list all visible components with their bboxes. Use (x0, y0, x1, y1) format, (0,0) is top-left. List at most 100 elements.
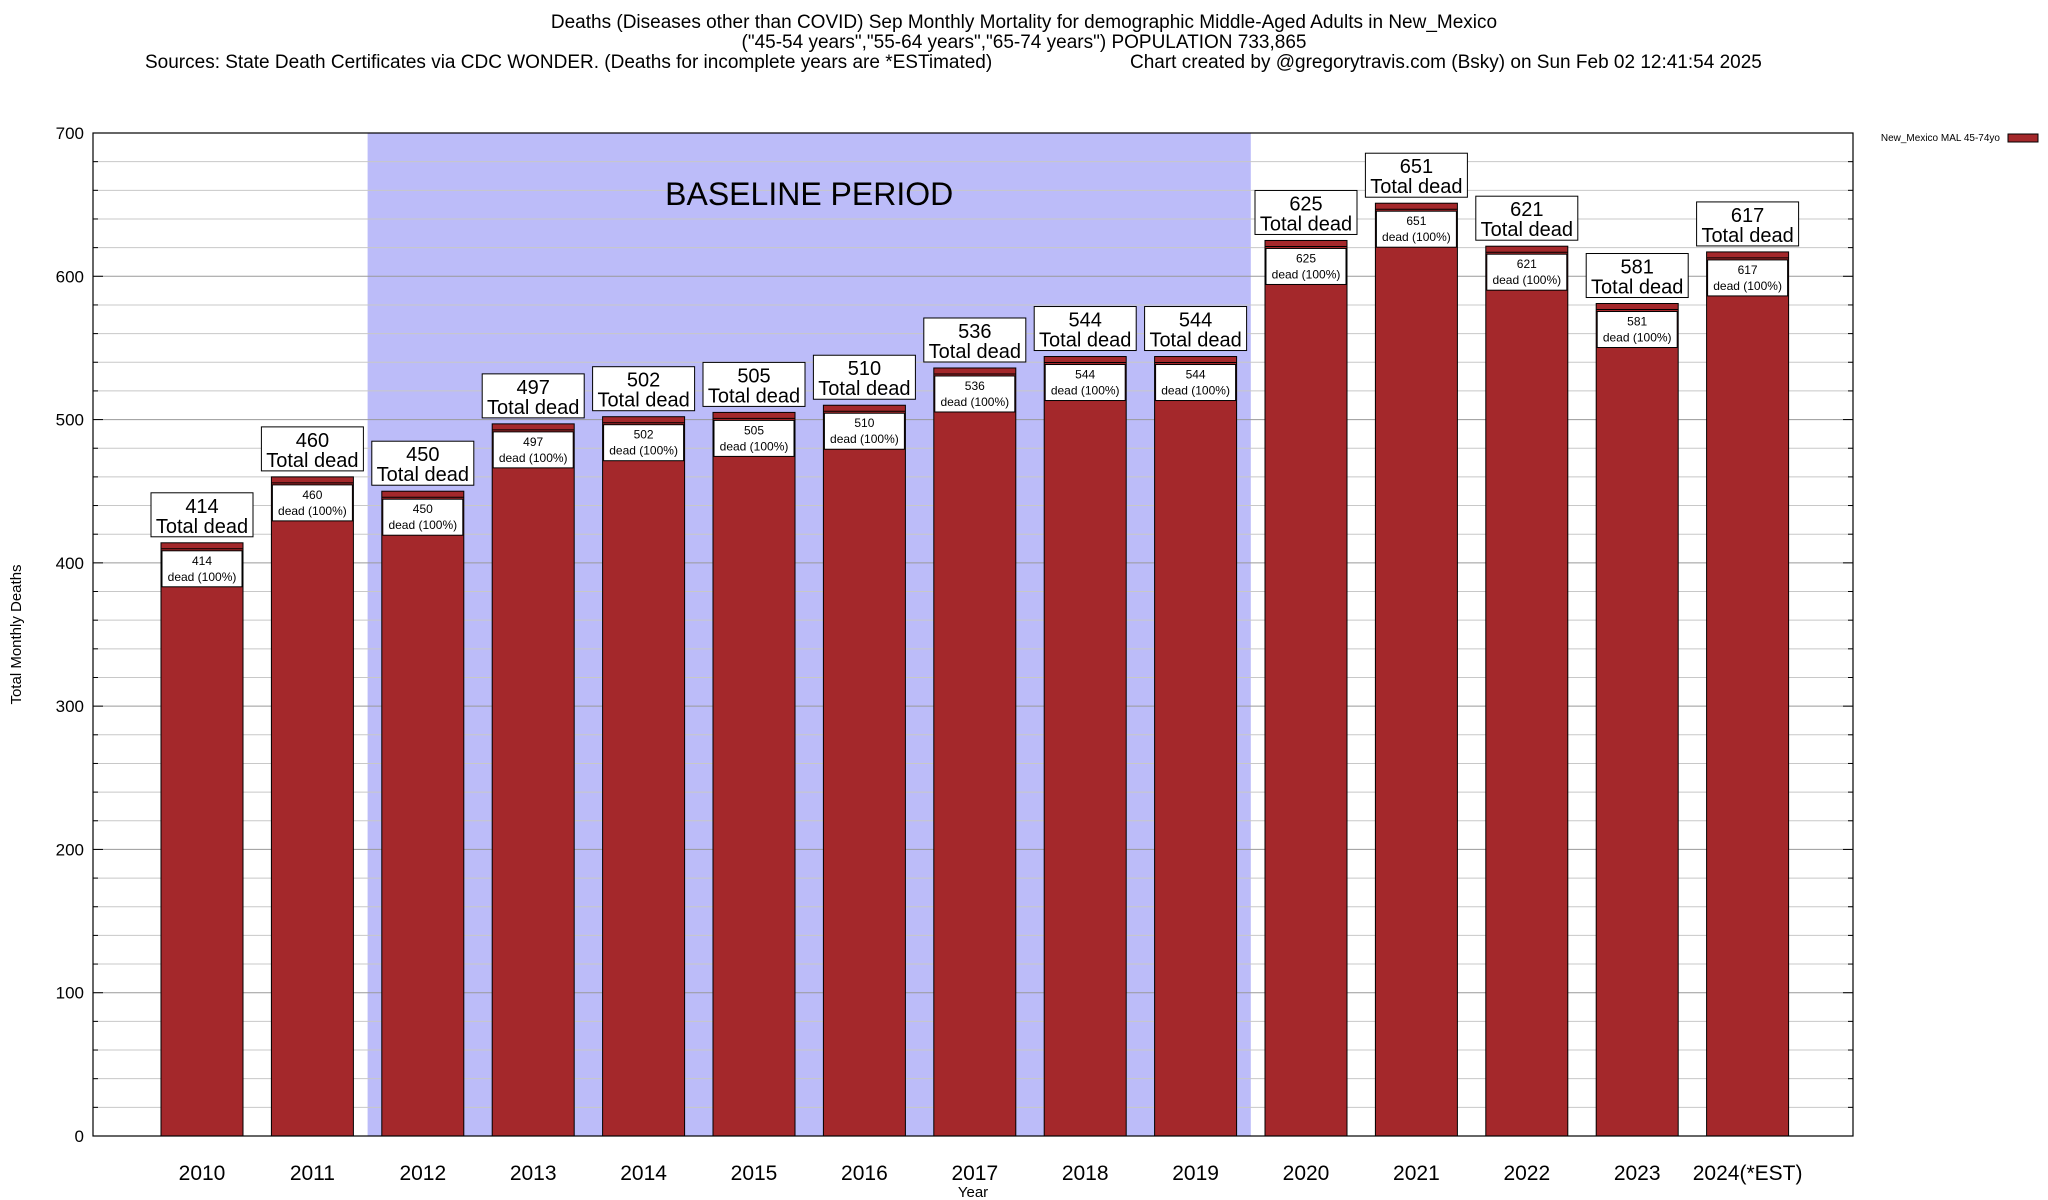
inner-value-label: 536 (965, 379, 985, 393)
total-label-box (1696, 201, 1800, 247)
total-value-label: 460 (296, 430, 329, 452)
bar (160, 542, 244, 1137)
total-value-label: 450 (406, 444, 439, 466)
x-tick-label: 2023 (1614, 1162, 1661, 1185)
inner-label-box (1375, 210, 1457, 248)
total-value-label: 625 (1289, 193, 1322, 215)
inner-value-label: 505 (744, 423, 764, 437)
bar (381, 490, 465, 1137)
total-value-label: 510 (848, 358, 881, 380)
total-label-box (702, 361, 806, 407)
chart-title: Deaths (Diseases other than COVID) Sep M… (550, 12, 1498, 33)
inner-value-label: 460 (302, 488, 322, 502)
total-value-label: 581 (1621, 257, 1654, 279)
inner-label-box (713, 419, 795, 457)
y-tick-label: 300 (56, 697, 84, 716)
total-text-label: Total dead (156, 516, 248, 538)
inner-value-label: 544 (1075, 368, 1095, 382)
x-tick-label: 2019 (1172, 1162, 1219, 1185)
total-value-label: 544 (1179, 310, 1212, 332)
total-value-label: 497 (517, 377, 550, 399)
inner-percent-label: dead (100%) (830, 432, 899, 446)
total-value-label: 505 (737, 365, 770, 387)
total-text-label: Total dead (929, 341, 1021, 363)
total-text-label: Total dead (1481, 219, 1573, 241)
total-text-label: Total dead (1260, 213, 1352, 235)
total-text-label: Total dead (818, 378, 910, 400)
y-tick-label: 500 (56, 411, 84, 430)
total-label-box (371, 440, 475, 486)
inner-value-label: 544 (1186, 368, 1206, 382)
total-label-box (1033, 306, 1137, 352)
total-value-label: 502 (627, 370, 660, 392)
total-text-label: Total dead (1701, 225, 1793, 247)
y-axis-label: Total Monthly Deaths (8, 564, 25, 704)
bar (1595, 303, 1679, 1137)
x-tick-label: 2013 (510, 1162, 557, 1185)
inner-value-label: 510 (854, 416, 874, 430)
inner-percent-label: dead (100%) (609, 444, 678, 458)
chart-subtitle: ("45-54 years","55-64 years","65-74 year… (741, 32, 1307, 53)
legend: New_Mexico MAL 45-74yo (1881, 133, 2039, 144)
sources-note: Sources: State Death Certificates via CD… (145, 52, 993, 73)
total-label-box (923, 317, 1027, 363)
x-tick-label: 2022 (1503, 1162, 1550, 1185)
total-text-label: Total dead (597, 390, 689, 412)
inner-label-box (1265, 247, 1347, 285)
inner-label-box (1044, 364, 1126, 402)
inner-percent-label: dead (100%) (278, 504, 347, 518)
total-label-box (481, 373, 585, 419)
total-text-label: Total dead (1149, 330, 1241, 352)
inner-percent-label: dead (100%) (168, 570, 237, 584)
bar (933, 367, 1017, 1137)
inner-percent-label: dead (100%) (1603, 331, 1672, 345)
inner-label-box (1155, 364, 1237, 402)
x-tick-label: 2015 (731, 1162, 778, 1185)
inner-percent-label: dead (100%) (1382, 230, 1451, 244)
total-text-label: Total dead (1591, 277, 1683, 299)
inner-label-box (603, 424, 685, 462)
legend-swatch (2007, 133, 2039, 143)
y-tick-label: 200 (56, 840, 84, 859)
x-tick-label: 2024(*EST) (1693, 1162, 1803, 1185)
plot-border (92, 132, 1854, 1137)
inner-value-label: 414 (192, 554, 212, 568)
inner-percent-label: dead (100%) (1492, 273, 1561, 287)
x-tick-label: 2017 (951, 1162, 998, 1185)
inner-label-box (934, 375, 1016, 413)
sources-row: Sources: State Death Certificates via CD… (0, 52, 2048, 74)
bar (712, 411, 796, 1137)
total-value-label: 544 (1069, 310, 1102, 332)
x-tick-label: 2014 (620, 1162, 667, 1185)
x-tick-label: 2012 (399, 1162, 446, 1185)
bar (1485, 245, 1569, 1137)
total-label-box (1364, 152, 1468, 198)
inner-percent-label: dead (100%) (720, 439, 789, 453)
inner-percent-label: dead (100%) (499, 451, 568, 465)
x-tick-label: 2020 (1283, 1162, 1330, 1185)
bar (602, 416, 686, 1137)
baseline-label: BASELINE PERIOD (665, 176, 953, 212)
inner-value-label: 651 (1406, 214, 1426, 228)
total-text-label: Total dead (1039, 330, 1131, 352)
inner-percent-label: dead (100%) (1713, 279, 1782, 293)
inner-value-label: 502 (634, 428, 654, 442)
inner-label-box (1486, 253, 1568, 291)
inner-value-label: 450 (413, 502, 433, 516)
total-label-box (1254, 189, 1358, 235)
x-tick-label: 2016 (841, 1162, 888, 1185)
inner-label-box (492, 431, 574, 469)
bar (1706, 251, 1790, 1137)
y-tick-label: 700 (56, 124, 84, 143)
inner-percent-label: dead (100%) (1161, 384, 1230, 398)
inner-label-box (1707, 259, 1789, 297)
inner-percent-label: dead (100%) (1051, 384, 1120, 398)
inner-value-label: 617 (1738, 263, 1758, 277)
total-label-box (150, 492, 254, 538)
inner-label-box (1596, 311, 1678, 349)
total-label-box (1475, 195, 1579, 241)
total-text-label: Total dead (487, 397, 579, 419)
total-text-label: Total dead (266, 450, 358, 472)
total-text-label: Total dead (377, 464, 469, 486)
